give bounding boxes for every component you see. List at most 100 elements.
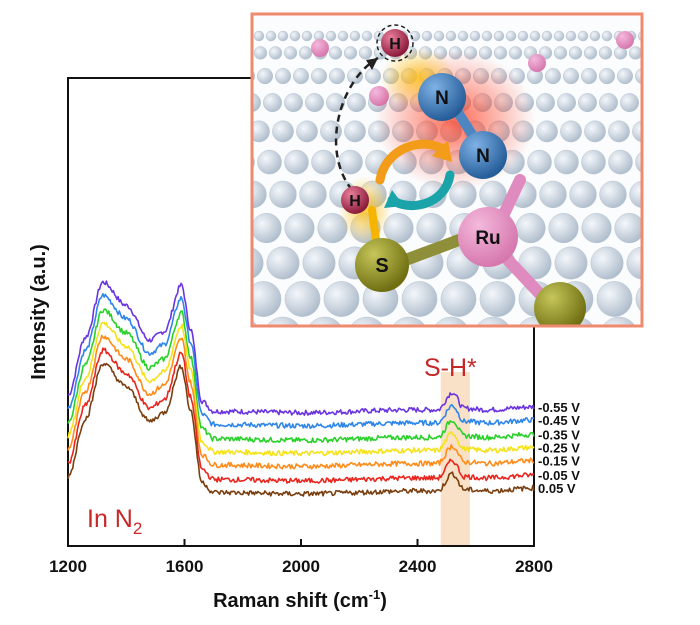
svg-text:Ru: Ru (475, 228, 500, 249)
lattice-atom (186, 213, 216, 243)
lattice-atom (628, 46, 642, 60)
legend: -0.55 V-0.45 V-0.35 V-0.25 V-0.15 V-0.05… (538, 400, 580, 496)
series-label: -0.35 V (538, 427, 580, 442)
lattice-atom (159, 247, 191, 279)
lattice-atom (284, 149, 309, 175)
lattice-atom (129, 281, 164, 316)
lattice-atom (257, 149, 282, 175)
lattice-atom (224, 121, 245, 142)
lattice-atom (469, 30, 481, 42)
series-line-5 (67, 347, 535, 484)
lattice-atom (364, 68, 382, 85)
lattice-atom (252, 281, 282, 317)
lattice-atom (268, 46, 283, 60)
lattice-atom (581, 213, 612, 244)
lattice-atom (219, 213, 249, 243)
lattice-atom (252, 247, 264, 279)
lattice-atom (659, 47, 672, 60)
lattice-atom (554, 246, 588, 280)
lattice-atom (266, 316, 300, 326)
lattice-atom (608, 120, 630, 143)
lattice-atom (548, 213, 579, 244)
x-tick-label: 1600 (166, 557, 204, 576)
lattice-atom (560, 120, 582, 143)
lattice-atom (493, 46, 508, 60)
lattice-atom (358, 46, 373, 60)
lattice-atom (674, 31, 684, 41)
series-label: -0.15 V (538, 454, 580, 469)
lattice-atom (632, 120, 642, 143)
lattice-atom (283, 46, 298, 60)
lattice-atom (656, 121, 677, 142)
lattice-atom (581, 149, 606, 175)
lattice-atom (265, 30, 277, 42)
lattice-atom (421, 30, 433, 42)
dashed-h-atom: H (376, 24, 414, 62)
lattice-atom (320, 120, 342, 143)
lattice-atom (337, 30, 349, 42)
lattice-atom (305, 93, 324, 113)
series-line-0 (67, 280, 535, 416)
h-atom-lower: H (341, 186, 369, 214)
lattice-atom (642, 317, 680, 355)
lattice-atom (457, 30, 469, 42)
lattice-atom (349, 30, 361, 42)
lattice-atom (252, 320, 258, 326)
lattice-atom (536, 93, 555, 113)
lattice-atom (195, 247, 227, 279)
lattice-atom (301, 30, 313, 42)
lattice-atom (596, 281, 633, 317)
lattice-atom (648, 213, 678, 243)
lattice-atom (616, 68, 634, 85)
lattice-atom (207, 281, 242, 316)
x-axis: 1200 1600 2000 2400 2800 (49, 539, 553, 576)
lattice-atom (681, 213, 700, 243)
lattice-atom (323, 281, 360, 317)
lattice-atom (221, 68, 237, 84)
lattice-atom (176, 121, 197, 142)
series-line-6 (67, 362, 535, 497)
lattice-atom (177, 150, 201, 174)
lattice-atom (614, 213, 642, 244)
lattice-atom (180, 181, 207, 208)
lattice-atom (123, 247, 155, 279)
lattice-atom (347, 93, 366, 113)
lattice-atom (200, 93, 218, 111)
lattice-atom (541, 30, 553, 42)
lattice-atom (434, 316, 468, 326)
lattice-atom (583, 46, 598, 60)
lattice-atom (644, 47, 657, 60)
lattice-atom (350, 316, 384, 326)
ru-atom: Ru (458, 207, 518, 267)
lattice-atom (601, 30, 613, 42)
lattice-atom (416, 213, 447, 244)
lattice-atom (445, 30, 457, 42)
lattice-atom (565, 30, 577, 42)
lattice-atom (663, 247, 695, 279)
lattice-atom (274, 68, 292, 85)
s-atom: S (355, 238, 409, 292)
lattice-atom (392, 316, 426, 326)
lattice-atom (635, 285, 642, 313)
x-tick-label: 2800 (515, 557, 553, 576)
lattice-atom (203, 68, 219, 84)
lattice-atom (284, 281, 321, 317)
lattice-atom (553, 46, 568, 60)
lattice-atom (481, 30, 493, 42)
lattice-atom (508, 46, 523, 60)
n-atom-upper: N (418, 73, 466, 121)
lattice-atom (602, 316, 636, 326)
lattice-atom (599, 180, 627, 209)
lattice-atom (536, 120, 558, 143)
lattice-atom (253, 46, 268, 60)
lattice-atom (662, 31, 672, 41)
lattice-atom (224, 47, 237, 60)
lattice-atom (689, 68, 700, 84)
lattice-atom (344, 120, 366, 143)
lattice-atom (292, 68, 310, 85)
lattice-atom (343, 46, 358, 60)
lattice-atom (629, 180, 642, 209)
lattice-atom (433, 30, 445, 42)
lattice-atom (660, 181, 687, 208)
